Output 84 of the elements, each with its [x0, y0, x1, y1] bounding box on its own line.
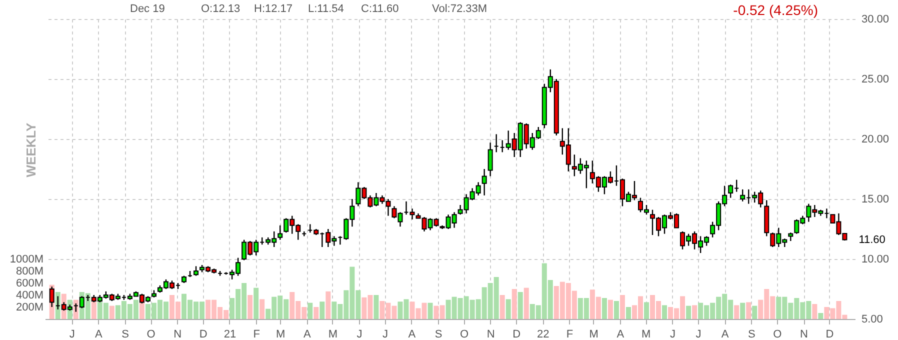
x-tick-label: D	[512, 328, 521, 340]
bar	[614, 301, 619, 319]
bar	[512, 289, 517, 319]
x-tick-label: M	[276, 328, 286, 340]
text: O:12.13	[201, 3, 240, 15]
text: L:11.54	[308, 3, 344, 15]
y-tick-label: 15.00	[862, 194, 890, 206]
x-tick-label: F	[253, 328, 260, 340]
y2-tick-label: 400M	[16, 290, 44, 302]
x-tick-label: J	[670, 328, 676, 340]
candlestick	[194, 266, 199, 276]
x-tick-label: A	[408, 328, 416, 340]
x-tick-label: N	[486, 328, 495, 340]
text: Dec 19	[130, 3, 165, 15]
x-tick-label: J	[356, 328, 362, 340]
x-tick-label: N	[174, 328, 182, 340]
bar	[326, 291, 331, 319]
y2-tick-label: 600M	[16, 278, 44, 290]
y2-tick-label: 800M	[16, 266, 44, 278]
x-tick-label: 21	[224, 328, 236, 340]
bar	[248, 295, 253, 319]
y-tick-label: 5.00	[862, 314, 883, 326]
text: WEEKLY	[24, 122, 38, 178]
y-tick-label: 30.00	[862, 14, 890, 26]
bar	[314, 307, 319, 319]
y2-tick-label: 200M	[16, 302, 44, 314]
x-tick-label: J	[696, 328, 702, 340]
bar	[518, 292, 523, 319]
x-tick-label: O	[773, 328, 782, 340]
text: Vol:72.33M	[432, 3, 488, 15]
bar	[662, 305, 668, 319]
x-tick-label: N	[800, 328, 808, 340]
x-tick-label: D	[199, 328, 208, 340]
bar	[812, 304, 818, 319]
bar	[109, 306, 114, 319]
candlestick	[278, 224, 283, 240]
y2-tick-label: 1000M	[10, 254, 44, 266]
bar	[686, 306, 692, 319]
y-tick-label: 20.00	[862, 134, 890, 146]
bar	[752, 306, 758, 319]
candlestick	[488, 142, 493, 177]
x-tick-label: S	[748, 328, 756, 340]
bar	[320, 302, 325, 319]
x-tick-label: A	[304, 328, 312, 340]
x-tick-label: S	[122, 328, 129, 340]
x-tick-label: A	[721, 328, 730, 340]
bar	[740, 302, 746, 319]
bar	[818, 313, 824, 319]
x-tick-label: A	[616, 328, 625, 340]
x-tick-label: O	[146, 328, 156, 340]
y-tick-label: 10.00	[862, 254, 890, 266]
x-tick-label: J	[69, 328, 75, 340]
bar	[374, 295, 379, 319]
x-tick-label: D	[826, 328, 834, 340]
x-tick-label: O	[460, 328, 469, 340]
bar	[254, 288, 259, 319]
bar	[524, 288, 529, 319]
x-tick-label: F	[566, 328, 574, 340]
x-tick-label: 22	[537, 328, 550, 340]
annotation: 11.60	[858, 234, 886, 246]
x-tick-label: M	[642, 328, 651, 340]
bar	[602, 298, 607, 319]
bar	[428, 302, 433, 319]
bar	[746, 302, 752, 319]
bar	[260, 299, 265, 319]
candlestick	[482, 168, 487, 196]
bar	[506, 299, 511, 319]
bar	[620, 295, 625, 319]
text: -0.52 (4.25%)	[733, 2, 818, 18]
y-tick-label: 25.00	[862, 74, 890, 86]
bar	[626, 307, 631, 319]
bar	[734, 305, 740, 319]
bar	[308, 302, 313, 319]
text: H:12.17	[254, 3, 293, 15]
x-tick-label: M	[589, 328, 598, 340]
x-tick-label: A	[95, 328, 104, 340]
bar	[500, 295, 505, 319]
bar	[692, 305, 698, 319]
bar	[644, 302, 649, 319]
x-tick-label: S	[434, 328, 442, 340]
text: C:11.60	[361, 3, 399, 15]
bar	[608, 300, 613, 319]
x-tick-label: M	[328, 328, 338, 340]
x-tick-label: J	[382, 328, 388, 340]
